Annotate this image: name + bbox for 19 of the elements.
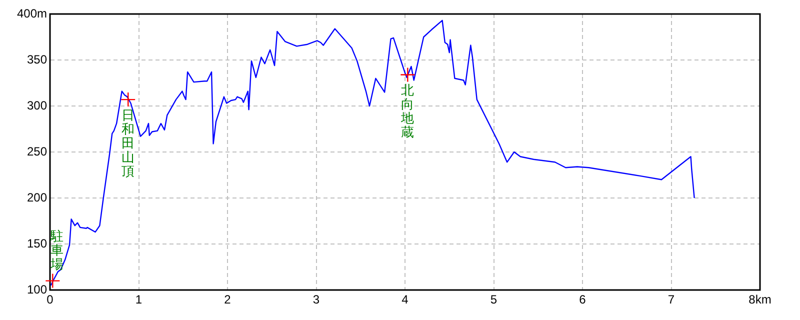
x-tick-label: 0 bbox=[46, 292, 54, 307]
y-tick-label: 150 bbox=[26, 236, 48, 250]
y-tick-label: 100 bbox=[26, 282, 48, 296]
annotation: 駐車場 bbox=[50, 230, 64, 273]
x-tick-label: 1 bbox=[135, 292, 142, 307]
x-tick-label: 4 bbox=[402, 292, 409, 307]
x-tick-label: 5 bbox=[490, 292, 498, 307]
y-tick-label: 300 bbox=[26, 98, 48, 112]
x-tick-label: 2 bbox=[224, 292, 232, 307]
x-tick-label: 6 bbox=[579, 292, 586, 307]
x-tick-label: 8km bbox=[748, 292, 772, 307]
x-tick-label: 3 bbox=[312, 292, 320, 307]
y-tick-label: 350 bbox=[26, 52, 48, 66]
y-tick-label: 200 bbox=[26, 190, 48, 204]
y-tick-label: 400m bbox=[16, 6, 47, 20]
annotation: 北向地蔵 bbox=[400, 84, 414, 141]
x-tick-label: 7 bbox=[668, 292, 675, 307]
y-tick-label: 250 bbox=[26, 144, 48, 158]
annotation: 日和田山頂 bbox=[122, 108, 135, 180]
